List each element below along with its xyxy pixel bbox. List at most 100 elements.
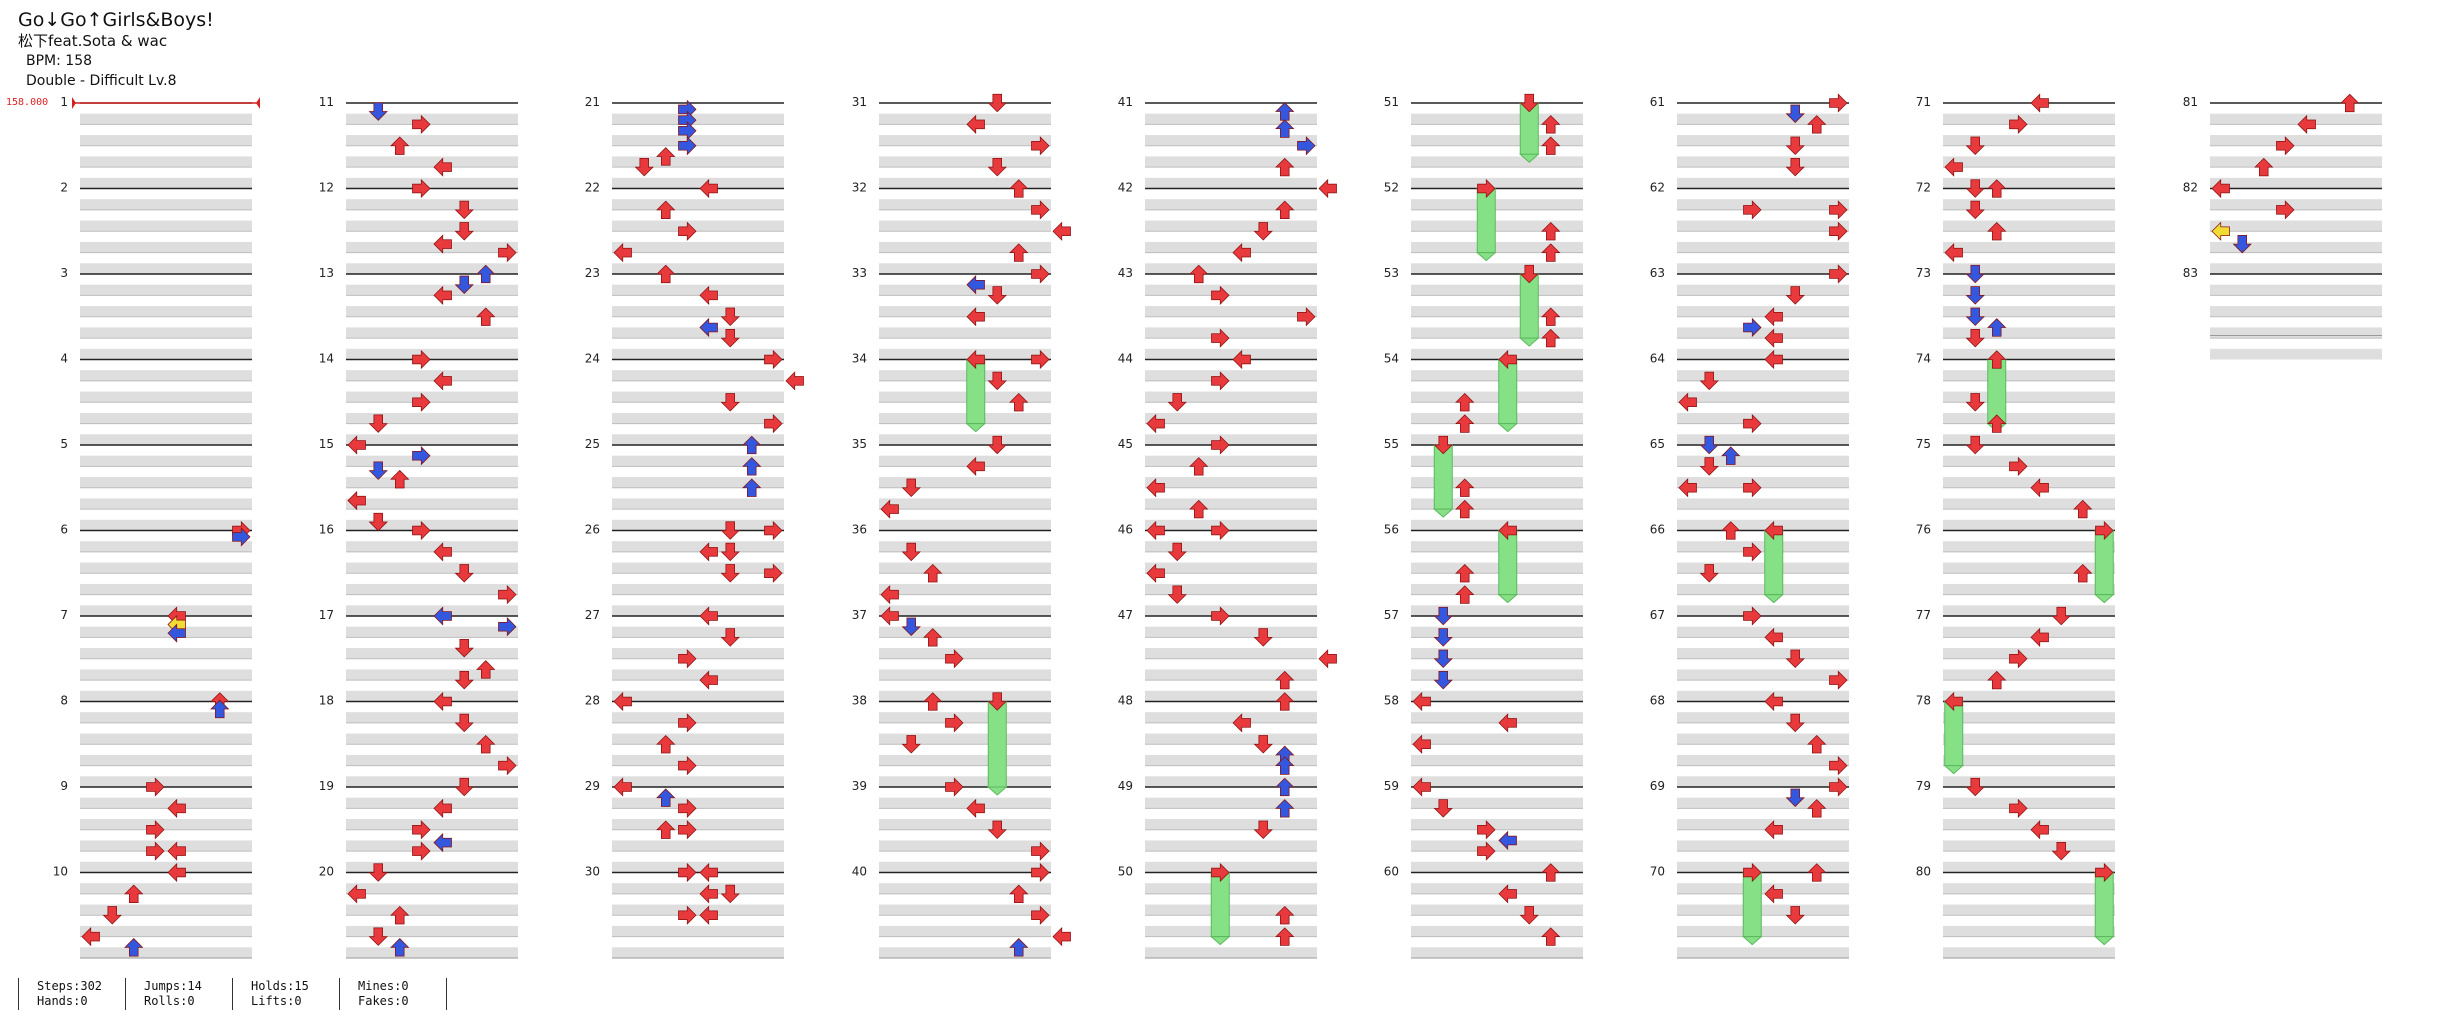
beat-stripe xyxy=(1145,733,1317,745)
measure-63: 63 xyxy=(1650,266,1849,360)
arrow-icon xyxy=(656,734,676,754)
arrow-icon xyxy=(1541,115,1561,134)
arrow-shape xyxy=(678,755,697,776)
arrow-icon xyxy=(1519,264,1539,284)
arrow-shape xyxy=(923,563,943,583)
measure-number: 26 xyxy=(585,523,600,537)
arrow-icon xyxy=(1146,413,1165,434)
arrow-shape xyxy=(966,456,985,477)
beat-stripe xyxy=(1943,135,2115,146)
arrow-icon xyxy=(1146,520,1165,541)
beat-stripe xyxy=(1677,947,1849,958)
hold-body xyxy=(1764,530,1784,596)
arrow-icon xyxy=(2276,136,2295,156)
beat-stripe xyxy=(346,840,518,852)
arrow-shape xyxy=(368,414,388,433)
arrow-icon xyxy=(2095,862,2114,883)
arrow-shape xyxy=(454,564,474,583)
beat-stripe xyxy=(1145,135,1317,146)
arrow-icon xyxy=(1477,841,1496,861)
measure-number: 7 xyxy=(60,608,68,622)
arrow-icon xyxy=(1965,286,1985,305)
arrow-shape xyxy=(476,734,496,754)
arrow-shape xyxy=(167,841,186,861)
arrow-icon xyxy=(1743,478,1762,498)
arrow-shape xyxy=(1721,521,1741,540)
beat-stripe xyxy=(346,861,518,873)
beat-stripe xyxy=(1145,605,1317,616)
arrow-shape xyxy=(656,788,676,807)
arrow-icon xyxy=(146,820,165,840)
arrow-icon xyxy=(1764,820,1783,840)
arrow-icon xyxy=(2009,114,2028,135)
measure-57: 57 xyxy=(1384,608,1583,702)
arrow-icon xyxy=(1455,392,1475,412)
arrow-icon xyxy=(1541,863,1561,882)
arrow-icon xyxy=(412,114,431,135)
arrow-icon xyxy=(454,564,474,583)
arrow-icon xyxy=(764,563,783,583)
arrow-icon xyxy=(987,692,1007,711)
arrow-shape xyxy=(476,264,496,284)
beat-stripe xyxy=(1411,477,1583,488)
measure-37: 37 xyxy=(852,608,1051,702)
arrow-icon xyxy=(1412,777,1431,797)
arrow-shape xyxy=(433,157,452,177)
arrow-shape xyxy=(454,222,474,241)
arrow-shape xyxy=(433,542,452,562)
beat-stripe xyxy=(1411,412,1583,424)
beat-stripe xyxy=(80,455,252,467)
arrow-icon xyxy=(81,926,100,947)
arrow-shape xyxy=(1699,435,1719,455)
arrow-icon xyxy=(1944,242,1963,263)
measure-54: 54 xyxy=(1384,352,1583,445)
beat-stripe xyxy=(346,904,518,916)
measure-number: 48 xyxy=(1118,694,1133,708)
beat-stripe xyxy=(1677,925,1849,937)
measure-56: 56 xyxy=(1384,523,1583,616)
arrow-icon xyxy=(742,478,762,497)
arrow-icon xyxy=(368,102,388,121)
beat-stripe xyxy=(346,113,518,125)
arrow-shape xyxy=(1829,670,1848,690)
arrow-icon xyxy=(146,777,165,797)
arrow-icon xyxy=(1275,157,1295,177)
beat-stripe xyxy=(612,327,784,339)
arrow-shape xyxy=(2232,234,2252,254)
measure-number: 42 xyxy=(1118,181,1133,195)
beat-stripe xyxy=(346,391,518,403)
arrow-icon xyxy=(433,371,452,391)
arrow-icon xyxy=(1721,521,1741,540)
arrow-icon xyxy=(1052,926,1071,947)
arrow-icon xyxy=(1253,222,1273,241)
arrow-shape xyxy=(1189,457,1209,476)
arrow-icon xyxy=(1297,307,1316,327)
arrow-shape xyxy=(1965,329,1985,348)
beat-stripe xyxy=(1145,519,1317,531)
arrow-icon xyxy=(1785,713,1805,733)
arrow-icon xyxy=(1498,713,1517,733)
arrow-shape xyxy=(1211,520,1230,541)
arrow-icon xyxy=(1455,585,1475,604)
measure-number: 67 xyxy=(1650,608,1665,622)
arrow-icon xyxy=(720,884,740,904)
arrow-shape xyxy=(923,628,943,647)
arrow-icon xyxy=(1965,435,1985,455)
arrow-shape xyxy=(1009,884,1029,903)
beat-stripe xyxy=(1943,583,2115,595)
beat-stripe xyxy=(612,284,784,296)
bpm-marker-label: 158.000 xyxy=(6,97,49,108)
arrow-shape xyxy=(454,275,474,294)
stats-col-mines: Mines:0 Fakes:0 xyxy=(339,978,447,1010)
measure-number: 8 xyxy=(60,694,68,708)
arrow-shape xyxy=(945,777,964,797)
arrow-icon xyxy=(1678,392,1697,412)
beat-stripe xyxy=(80,327,252,339)
arrow-shape xyxy=(1829,755,1848,776)
arrow-icon xyxy=(498,617,517,637)
arrow-icon xyxy=(742,457,762,476)
measure-number: 35 xyxy=(852,437,867,451)
arrow-shape xyxy=(433,234,452,254)
beat-stripe xyxy=(879,498,1051,510)
beat-stripe xyxy=(1943,284,2115,296)
